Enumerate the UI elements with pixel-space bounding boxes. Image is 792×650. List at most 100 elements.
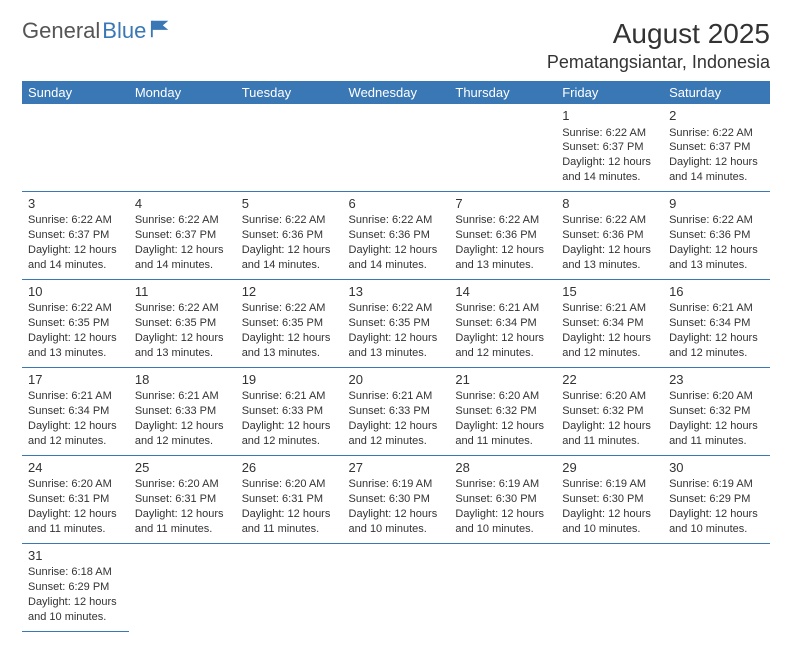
sunrise-text: Sunrise: 6:21 AM [28,389,123,404]
calendar-cell: 2Sunrise: 6:22 AMSunset: 6:37 PMDaylight… [663,104,770,191]
sunrise-text: Sunrise: 6:22 AM [135,213,230,228]
day-number: 20 [349,371,444,389]
daylight-text: Daylight: 12 hours [242,419,337,434]
calendar-cell: 26Sunrise: 6:20 AMSunset: 6:31 PMDayligh… [236,455,343,543]
sunset-text: Sunset: 6:31 PM [242,492,337,507]
daylight-text: Daylight: 12 hours [455,243,550,258]
day-number: 17 [28,371,123,389]
daylight-text: and 12 minutes. [455,346,550,361]
calendar-cell [236,104,343,191]
daylight-text: Daylight: 12 hours [28,331,123,346]
day-number: 16 [669,283,764,301]
daylight-text: Daylight: 12 hours [349,507,444,522]
daylight-text: Daylight: 12 hours [669,243,764,258]
daylight-text: and 10 minutes. [562,522,657,537]
calendar-cell: 16Sunrise: 6:21 AMSunset: 6:34 PMDayligh… [663,279,770,367]
calendar-cell: 29Sunrise: 6:19 AMSunset: 6:30 PMDayligh… [556,455,663,543]
sunrise-text: Sunrise: 6:22 AM [28,213,123,228]
sunset-text: Sunset: 6:30 PM [349,492,444,507]
day-number: 23 [669,371,764,389]
daylight-text: Daylight: 12 hours [28,243,123,258]
dayheader-tuesday: Tuesday [236,81,343,104]
daylight-text: and 13 minutes. [669,258,764,273]
calendar-cell: 8Sunrise: 6:22 AMSunset: 6:36 PMDaylight… [556,191,663,279]
day-number: 15 [562,283,657,301]
day-number: 13 [349,283,444,301]
sunset-text: Sunset: 6:32 PM [562,404,657,419]
sunrise-text: Sunrise: 6:20 AM [455,389,550,404]
sunset-text: Sunset: 6:36 PM [455,228,550,243]
day-number: 1 [562,107,657,125]
day-number: 30 [669,459,764,477]
sunset-text: Sunset: 6:36 PM [669,228,764,243]
sunrise-text: Sunrise: 6:22 AM [455,213,550,228]
daylight-text: and 14 minutes. [669,170,764,185]
day-number: 28 [455,459,550,477]
sunset-text: Sunset: 6:32 PM [669,404,764,419]
day-number: 12 [242,283,337,301]
calendar-cell [663,543,770,631]
day-number: 7 [455,195,550,213]
sunset-text: Sunset: 6:32 PM [455,404,550,419]
sunset-text: Sunset: 6:34 PM [455,316,550,331]
sunset-text: Sunset: 6:35 PM [28,316,123,331]
logo-text-general: General [22,18,100,44]
calendar-cell: 5Sunrise: 6:22 AMSunset: 6:36 PMDaylight… [236,191,343,279]
calendar-cell: 1Sunrise: 6:22 AMSunset: 6:37 PMDaylight… [556,104,663,191]
daylight-text: and 11 minutes. [135,522,230,537]
calendar-cell: 4Sunrise: 6:22 AMSunset: 6:37 PMDaylight… [129,191,236,279]
daylight-text: Daylight: 12 hours [455,419,550,434]
daylight-text: and 13 minutes. [135,346,230,361]
day-number: 19 [242,371,337,389]
daylight-text: and 14 minutes. [242,258,337,273]
daylight-text: Daylight: 12 hours [28,419,123,434]
calendar-cell: 13Sunrise: 6:22 AMSunset: 6:35 PMDayligh… [343,279,450,367]
sunset-text: Sunset: 6:30 PM [562,492,657,507]
daylight-text: Daylight: 12 hours [562,243,657,258]
sunrise-text: Sunrise: 6:22 AM [349,301,444,316]
daylight-text: and 11 minutes. [669,434,764,449]
daylight-text: and 10 minutes. [455,522,550,537]
sunrise-text: Sunrise: 6:20 AM [562,389,657,404]
daylight-text: Daylight: 12 hours [349,419,444,434]
dayheader-sunday: Sunday [22,81,129,104]
daylight-text: Daylight: 12 hours [669,507,764,522]
sunset-text: Sunset: 6:35 PM [135,316,230,331]
daylight-text: and 13 minutes. [242,346,337,361]
sunset-text: Sunset: 6:35 PM [242,316,337,331]
daylight-text: Daylight: 12 hours [669,331,764,346]
day-number: 6 [349,195,444,213]
calendar-row: 1Sunrise: 6:22 AMSunset: 6:37 PMDaylight… [22,104,770,191]
daylight-text: Daylight: 12 hours [28,507,123,522]
daylight-text: Daylight: 12 hours [135,507,230,522]
calendar-cell: 7Sunrise: 6:22 AMSunset: 6:36 PMDaylight… [449,191,556,279]
calendar-cell: 9Sunrise: 6:22 AMSunset: 6:36 PMDaylight… [663,191,770,279]
daylight-text: and 11 minutes. [562,434,657,449]
sunrise-text: Sunrise: 6:22 AM [669,213,764,228]
sunset-text: Sunset: 6:33 PM [135,404,230,419]
calendar-cell [129,543,236,631]
sunset-text: Sunset: 6:36 PM [562,228,657,243]
daylight-text: and 13 minutes. [562,258,657,273]
daylight-text: Daylight: 12 hours [28,595,123,610]
logo-text-blue: Blue [102,18,146,44]
sunrise-text: Sunrise: 6:20 AM [28,477,123,492]
sunset-text: Sunset: 6:36 PM [349,228,444,243]
calendar-row: 10Sunrise: 6:22 AMSunset: 6:35 PMDayligh… [22,279,770,367]
daylight-text: and 12 minutes. [242,434,337,449]
logo: General Blue [22,18,172,44]
daylight-text: and 14 minutes. [28,258,123,273]
daylight-text: and 14 minutes. [135,258,230,273]
daylight-text: and 10 minutes. [669,522,764,537]
calendar-cell: 27Sunrise: 6:19 AMSunset: 6:30 PMDayligh… [343,455,450,543]
daylight-text: Daylight: 12 hours [562,507,657,522]
sunrise-text: Sunrise: 6:21 AM [349,389,444,404]
sunset-text: Sunset: 6:37 PM [28,228,123,243]
sunset-text: Sunset: 6:31 PM [28,492,123,507]
calendar-table: Sunday Monday Tuesday Wednesday Thursday… [22,81,770,632]
day-number: 4 [135,195,230,213]
day-number: 11 [135,283,230,301]
calendar-cell [343,104,450,191]
day-number: 24 [28,459,123,477]
dayheader-wednesday: Wednesday [343,81,450,104]
